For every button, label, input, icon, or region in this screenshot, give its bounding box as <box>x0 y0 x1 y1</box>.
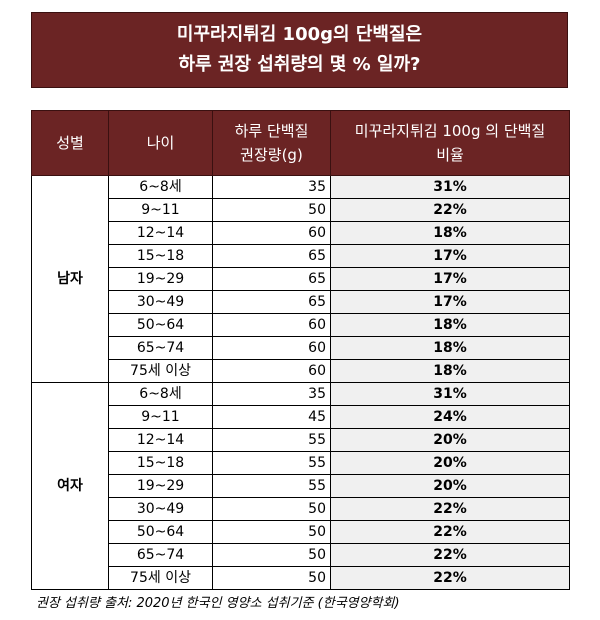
age-cell: 75세 이상 <box>108 566 213 590</box>
age-cell: 65~74 <box>108 336 213 360</box>
recommended-cell: 55 <box>212 474 331 498</box>
age-cell: 6~8세 <box>108 382 213 406</box>
header-age: 나이 <box>108 110 213 176</box>
ratio-cell: 17% <box>330 244 570 268</box>
ratio-cell: 22% <box>330 497 570 521</box>
header-ratio-line-1: 미꾸라지튀김 100g 의 단백질 <box>354 122 546 140</box>
header-ratio: 미꾸라지튀김 100g 의 단백질 비율 <box>330 110 570 176</box>
recommended-cell: 50 <box>212 497 331 521</box>
ratio-cell: 20% <box>330 451 570 475</box>
table-row: 75세 이상 60 18% <box>32 359 570 383</box>
age-cell: 9~11 <box>108 198 213 222</box>
recommended-cell: 55 <box>212 428 331 452</box>
ratio-cell: 18% <box>330 221 570 245</box>
title-line-2: 하루 권장 섭취량의 몇 % 일까? <box>178 54 421 75</box>
recommended-cell: 60 <box>212 359 331 383</box>
ratio-cell: 24% <box>330 405 570 429</box>
age-cell: 15~18 <box>108 451 213 475</box>
age-cell: 12~14 <box>108 428 213 452</box>
header-recommended-line-2: 권장량(g) <box>240 146 303 164</box>
title-line-1: 미꾸라지튀김 100g의 단백질은 <box>176 24 423 45</box>
table-row: 30~49 50 22% <box>32 497 570 521</box>
recommended-cell: 50 <box>212 198 331 222</box>
age-cell: 6~8세 <box>108 175 213 199</box>
age-cell: 15~18 <box>108 244 213 268</box>
ratio-cell: 17% <box>330 267 570 291</box>
table-body: 남자 6~8세 35 31% 9~11 50 22% 12~14 60 18% 15~18 65 17%… <box>31 175 570 590</box>
header-gender: 성별 <box>31 110 109 176</box>
ratio-cell: 20% <box>330 428 570 452</box>
age-cell: 50~64 <box>108 313 213 337</box>
ratio-cell: 17% <box>330 290 570 314</box>
ratio-cell: 18% <box>330 313 570 337</box>
header-ratio-line-2: 비율 <box>436 146 464 164</box>
recommended-cell: 60 <box>212 221 331 245</box>
source-note: 권장 섭취량 출처: 2020년 한국인 영양소 섭취기준 (한국영양학회) <box>36 596 400 611</box>
table-row: 75세 이상 50 22% <box>32 566 570 590</box>
ratio-cell: 22% <box>330 198 570 222</box>
ratio-cell: 31% <box>330 175 570 199</box>
protein-ratio-table: 성별 나이 하루 단백질 권장량(g) 미꾸라지튀김 100g 의 단백질 비율… <box>31 110 570 590</box>
recommended-cell: 50 <box>212 520 331 544</box>
recommended-cell: 35 <box>212 382 331 406</box>
header-recommended: 하루 단백질 권장량(g) <box>212 110 331 176</box>
title-banner: 미꾸라지튀김 100g의 단백질은 하루 권장 섭취량의 몇 % 일까? <box>31 12 568 88</box>
recommended-cell: 65 <box>212 290 331 314</box>
table-row: 15~18 55 20% <box>32 451 570 475</box>
age-cell: 19~29 <box>108 267 213 291</box>
table-row: 65~74 50 22% <box>32 543 570 567</box>
ratio-cell: 31% <box>330 382 570 406</box>
header-recommended-line-1: 하루 단백질 <box>234 122 309 140</box>
ratio-cell: 22% <box>330 520 570 544</box>
table-row: 남자 6~8세 35 31% <box>31 175 570 383</box>
table-row: 여자 6~8세 35 31% <box>31 382 570 590</box>
table-row: 50~64 60 18% <box>32 313 570 337</box>
age-cell: 75세 이상 <box>108 359 213 383</box>
recommended-cell: 50 <box>212 566 331 590</box>
table-row: 9~11 45 24% <box>32 405 570 429</box>
table-row: 65~74 60 18% <box>32 336 570 360</box>
recommended-cell: 55 <box>212 451 331 475</box>
ratio-cell: 22% <box>330 566 570 590</box>
gender-cell: 여자 <box>31 382 109 590</box>
table-row: 30~49 65 17% <box>32 290 570 314</box>
table-row: 12~14 60 18% <box>32 221 570 245</box>
recommended-cell: 65 <box>212 267 331 291</box>
age-cell: 50~64 <box>108 520 213 544</box>
age-cell: 30~49 <box>108 497 213 521</box>
table-row: 12~14 55 20% <box>32 428 570 452</box>
ratio-cell: 18% <box>330 336 570 360</box>
ratio-cell: 22% <box>330 543 570 567</box>
recommended-cell: 50 <box>212 543 331 567</box>
recommended-cell: 60 <box>212 336 331 360</box>
recommended-cell: 45 <box>212 405 331 429</box>
age-cell: 12~14 <box>108 221 213 245</box>
age-cell: 9~11 <box>108 405 213 429</box>
recommended-cell: 65 <box>212 244 331 268</box>
ratio-cell: 20% <box>330 474 570 498</box>
age-cell: 19~29 <box>108 474 213 498</box>
table-header-row: 성별 나이 하루 단백질 권장량(g) 미꾸라지튀김 100g 의 단백질 비율 <box>31 110 570 176</box>
gender-cell: 남자 <box>31 175 109 383</box>
table-row: 15~18 65 17% <box>32 244 570 268</box>
recommended-cell: 35 <box>212 175 331 199</box>
table-row: 19~29 55 20% <box>32 474 570 498</box>
table-row: 19~29 65 17% <box>32 267 570 291</box>
ratio-cell: 18% <box>330 359 570 383</box>
age-cell: 65~74 <box>108 543 213 567</box>
recommended-cell: 60 <box>212 313 331 337</box>
table-row: 50~64 50 22% <box>32 520 570 544</box>
age-cell: 30~49 <box>108 290 213 314</box>
table-row: 9~11 50 22% <box>32 198 570 222</box>
